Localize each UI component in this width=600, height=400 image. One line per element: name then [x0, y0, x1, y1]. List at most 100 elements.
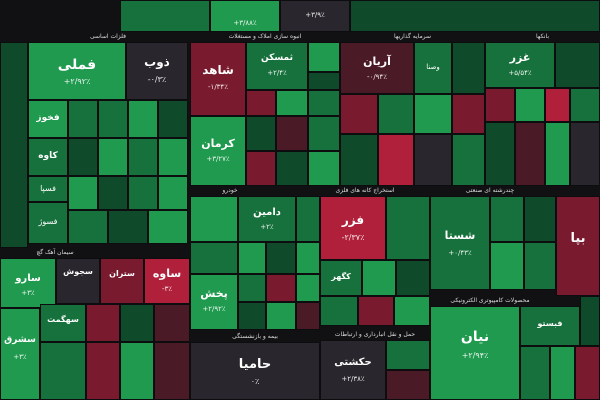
tile-kaveh[interactable]: کاوه: [28, 138, 68, 176]
tile-small[interactable]: [296, 242, 320, 274]
tile-small[interactable]: [148, 210, 188, 244]
tile-small[interactable]: [414, 134, 452, 186]
tile-fakhoz[interactable]: فخوز: [28, 100, 68, 138]
tile-nian[interactable]: نیان +۲/۹۴٪: [430, 306, 520, 400]
tile-small[interactable]: [386, 370, 430, 400]
tile-small[interactable]: [545, 122, 570, 186]
tile-small[interactable]: [340, 134, 378, 186]
tile-small[interactable]: [515, 122, 545, 186]
tile-small[interactable]: [340, 94, 378, 134]
tile-small[interactable]: [308, 42, 340, 72]
tile-small[interactable]: [98, 176, 128, 210]
tile-small[interactable]: [555, 42, 600, 88]
tile-damin[interactable]: دامین +۲٪: [238, 196, 296, 242]
tile-small[interactable]: [394, 296, 430, 326]
tile-kerman[interactable]: کرمان +۳/۲۷٪: [190, 116, 246, 186]
tile-small[interactable]: [485, 88, 515, 122]
tile-small[interactable]: [515, 88, 545, 122]
tile-zob[interactable]: ذوب -۰/۳٪: [126, 42, 188, 100]
tile-top-3[interactable]: +۳/۹٪: [280, 0, 350, 32]
tile-small[interactable]: [545, 88, 570, 122]
tile-fasepa[interactable]: فسپا: [28, 176, 68, 202]
tile-small[interactable]: [308, 72, 340, 90]
tile-shasta[interactable]: شستا +۰/۴۳٪: [430, 196, 490, 290]
tile-small[interactable]: [378, 94, 414, 134]
tile-small[interactable]: [154, 304, 190, 342]
tile-small[interactable]: [524, 242, 556, 290]
tile-hakeshti[interactable]: حکشتی +۲/۳۸٪: [320, 340, 386, 400]
tile-small[interactable]: [308, 151, 340, 186]
tile-small[interactable]: [190, 242, 238, 274]
tile-small[interactable]: [276, 116, 308, 151]
tile-fazar[interactable]: فزر -۲/۳۷٪: [320, 196, 386, 260]
tile-small[interactable]: [238, 274, 266, 302]
tile-bpa[interactable]: بپا: [556, 196, 600, 296]
tile-arian[interactable]: آریان -۰/۹۴٪: [340, 42, 414, 94]
tile-small[interactable]: [0, 42, 28, 248]
tile-small[interactable]: [490, 242, 524, 290]
tile-small[interactable]: [580, 296, 600, 346]
tile-small[interactable]: [308, 116, 340, 151]
tile-small[interactable]: [40, 342, 86, 400]
tile-ghazar[interactable]: غزر +۵/۵۴٪: [485, 42, 555, 88]
tile-small[interactable]: [396, 260, 430, 296]
tile-small[interactable]: [570, 122, 600, 186]
tile-small[interactable]: [570, 88, 600, 122]
tile-small[interactable]: [296, 196, 320, 242]
tile-vesana[interactable]: وصنا: [414, 42, 452, 94]
tile-small[interactable]: [386, 196, 430, 260]
tile-small[interactable]: [128, 138, 158, 176]
tile-small[interactable]: [414, 94, 452, 134]
tile-small[interactable]: [452, 134, 485, 186]
tile-small[interactable]: [86, 342, 120, 400]
tile-small[interactable]: [238, 302, 266, 330]
tile-small[interactable]: [246, 151, 276, 186]
tile-saro[interactable]: سارو +۳٪: [0, 258, 56, 308]
tile-small[interactable]: [452, 42, 485, 94]
tile-small[interactable]: [296, 274, 320, 302]
tile-small[interactable]: [98, 138, 128, 176]
tile-fasoozh[interactable]: فسوژ: [28, 202, 68, 244]
tile-small[interactable]: [98, 100, 128, 138]
tile-small[interactable]: [120, 342, 154, 400]
tile-sajoosh[interactable]: سجوش: [56, 258, 100, 304]
tile-fameli[interactable]: فملی +۲/۹۲٪: [28, 42, 126, 100]
tile-small[interactable]: [68, 176, 98, 210]
tile-fabesto[interactable]: فبستو: [520, 306, 580, 346]
tile-small[interactable]: [158, 138, 188, 176]
tile-small[interactable]: [386, 340, 430, 370]
tile-small[interactable]: [266, 242, 296, 274]
tile-small[interactable]: [154, 342, 190, 400]
tile-small[interactable]: [108, 210, 148, 244]
tile-small[interactable]: [190, 196, 238, 242]
tile-top-4[interactable]: [350, 0, 600, 32]
tile-small[interactable]: [276, 90, 308, 116]
tile-small[interactable]: [128, 100, 158, 138]
tile-small[interactable]: [246, 90, 276, 116]
tile-small[interactable]: [485, 122, 515, 186]
tile-small[interactable]: [158, 100, 188, 138]
tile-sashargh[interactable]: سشرق +۳٪: [0, 308, 40, 400]
tile-small[interactable]: [68, 210, 108, 244]
tile-small[interactable]: [378, 134, 414, 186]
tile-small[interactable]: [68, 138, 98, 176]
tile-small[interactable]: [86, 304, 120, 342]
tile-small[interactable]: [266, 302, 296, 330]
tile-small[interactable]: [158, 176, 188, 210]
tile-small[interactable]: [490, 196, 524, 242]
tile-setran[interactable]: ستران: [100, 258, 144, 304]
tile-small[interactable]: [266, 274, 296, 302]
tile-saveh[interactable]: ساوه -۳٪: [144, 258, 190, 304]
tile-small[interactable]: [362, 260, 396, 296]
tile-small[interactable]: [128, 176, 158, 210]
tile-samaskan[interactable]: ثمسکن +۲/۴٪: [246, 42, 308, 90]
tile-small[interactable]: [246, 116, 276, 151]
tile-small[interactable]: [308, 90, 340, 116]
tile-small[interactable]: [524, 196, 556, 242]
tile-kegohar[interactable]: کگهر: [320, 260, 362, 296]
tile-pakhsh[interactable]: پخش +۲/۹۲٪: [190, 274, 238, 330]
tile-small[interactable]: [296, 302, 320, 330]
tile-small[interactable]: [520, 346, 550, 400]
tile-top-2[interactable]: +۳/۸۸٪: [210, 0, 280, 32]
tile-small[interactable]: [550, 346, 575, 400]
